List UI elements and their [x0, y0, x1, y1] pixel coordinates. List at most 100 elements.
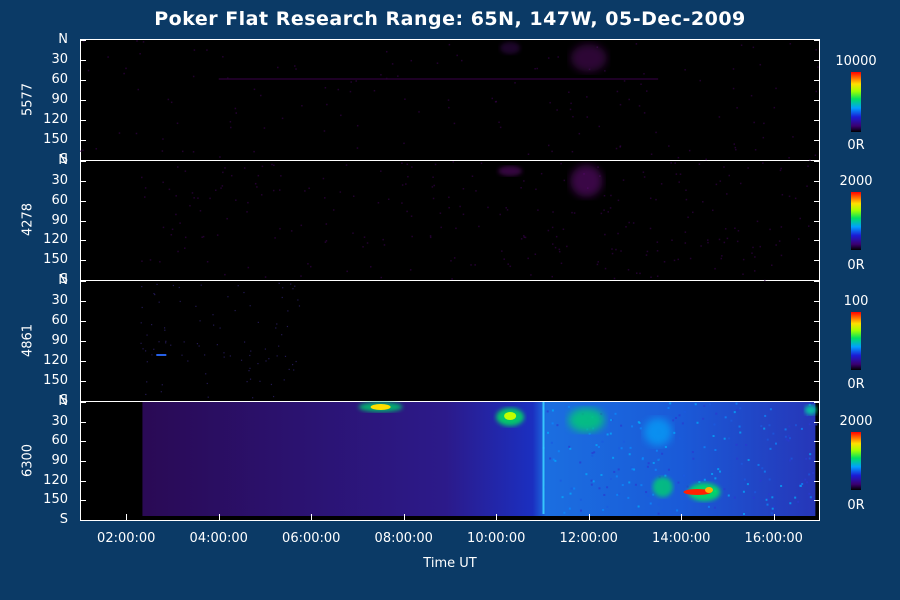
speckle-6300 — [771, 507, 774, 510]
speckle-6300 — [801, 482, 804, 485]
speckle-5577 — [740, 44, 743, 46]
emission-6300-e — [652, 477, 673, 497]
speckle-4278 — [448, 196, 450, 199]
speckle-4278 — [646, 250, 649, 253]
speckle-4861 — [199, 320, 201, 322]
speckle-4861 — [140, 342, 142, 344]
y-tick-label: 120 — [43, 112, 68, 127]
speckle-6300 — [551, 409, 554, 412]
speckle-6300 — [631, 425, 634, 428]
speckle-6300 — [692, 457, 695, 460]
x-tick — [311, 514, 313, 520]
speckle-4278 — [721, 255, 723, 257]
speckle-6300 — [610, 419, 613, 422]
y-tick-label: N — [58, 273, 68, 288]
speckle-4861 — [292, 288, 294, 290]
speckle-4278 — [660, 183, 663, 185]
speckle-5577 — [235, 112, 237, 114]
speckle-5577 — [340, 114, 342, 117]
speckle-4278 — [610, 194, 612, 197]
speckle-5577 — [732, 68, 735, 70]
speckle-4278 — [209, 197, 211, 200]
y-tick — [80, 281, 86, 282]
speckle-4278 — [199, 210, 202, 212]
y-tick-label: 60 — [51, 192, 68, 208]
speckle-6300 — [736, 409, 739, 412]
speckle-6300 — [723, 488, 726, 491]
speckle-4278 — [352, 232, 354, 234]
x-tick-label: 08:00:00 — [374, 531, 433, 546]
speckle-6300 — [628, 453, 631, 456]
speckle-6300 — [556, 424, 559, 427]
emission-4278-b — [498, 166, 523, 176]
speckle-5577 — [655, 131, 657, 134]
speckle-4861 — [141, 285, 143, 288]
speckle-4278 — [603, 209, 605, 211]
speckle-4278 — [643, 176, 646, 178]
speckle-4278 — [309, 265, 312, 268]
y-tick — [814, 381, 820, 382]
y-tick — [814, 240, 820, 242]
speckle-6300 — [681, 422, 684, 425]
y-tick — [80, 100, 86, 101]
speckle-4278 — [650, 276, 652, 278]
speckle-4278 — [405, 183, 407, 185]
speckle-4278 — [189, 204, 191, 207]
speckle-4861 — [248, 370, 250, 372]
speckle-5577 — [619, 145, 622, 147]
speckle-6300 — [585, 473, 588, 476]
y-tick — [80, 401, 86, 402]
speckle-4278 — [734, 227, 736, 230]
speckle-6300 — [641, 457, 644, 460]
speckle-4278 — [431, 186, 434, 188]
y-tick-label: 150 — [43, 252, 68, 268]
speckle-5577 — [586, 96, 588, 98]
speckle-6300 — [808, 492, 811, 495]
speckle-6300 — [657, 457, 660, 460]
emission-6300-b-core — [504, 412, 517, 420]
speckle-4278 — [656, 241, 659, 243]
speckle-5577 — [736, 107, 738, 109]
speckle-6300 — [658, 476, 661, 479]
speckle-4278 — [807, 165, 809, 167]
speckle-4861 — [216, 344, 218, 346]
speckle-4278 — [718, 238, 721, 241]
speckle-6300 — [713, 423, 716, 426]
colorbar-min-5577: 0R — [847, 138, 865, 153]
x-tick — [496, 514, 498, 520]
y-tick — [814, 361, 820, 362]
y-tick — [80, 441, 86, 443]
speckle-4278 — [448, 206, 450, 209]
speckle-4278 — [280, 175, 282, 177]
speckle-6300 — [614, 412, 617, 415]
speckle-4278 — [523, 235, 525, 237]
speckle-4278 — [520, 186, 522, 189]
speckle-4278 — [170, 233, 173, 236]
speckle-6300 — [815, 423, 818, 426]
x-tick — [588, 514, 590, 520]
speckle-4278 — [440, 226, 442, 229]
speckle-5577 — [125, 67, 127, 70]
speckle-4278 — [675, 173, 678, 175]
speckle-4278 — [346, 270, 348, 273]
speckle-4278 — [429, 235, 432, 237]
speckle-6300 — [592, 480, 595, 483]
speckle-4278 — [726, 237, 729, 240]
speckle-6300 — [769, 408, 772, 411]
speckle-5577 — [355, 80, 357, 82]
speckle-4278 — [655, 198, 657, 201]
speckle-4278 — [527, 257, 529, 260]
colorbar-min-6300: 0R — [847, 498, 865, 513]
speckle-4861 — [268, 358, 270, 360]
speckle-6300 — [563, 511, 566, 514]
speckle-5577 — [733, 143, 736, 145]
speckle-4861 — [286, 325, 289, 328]
speckle-5577 — [87, 69, 90, 72]
speckle-5577 — [762, 136, 765, 139]
speckle-4278 — [597, 166, 599, 168]
speckle-4278 — [737, 230, 740, 232]
speckle-6300 — [672, 482, 675, 485]
speckle-6300 — [567, 405, 570, 408]
speckle-4861 — [243, 291, 245, 294]
speckle-4278 — [256, 186, 258, 188]
